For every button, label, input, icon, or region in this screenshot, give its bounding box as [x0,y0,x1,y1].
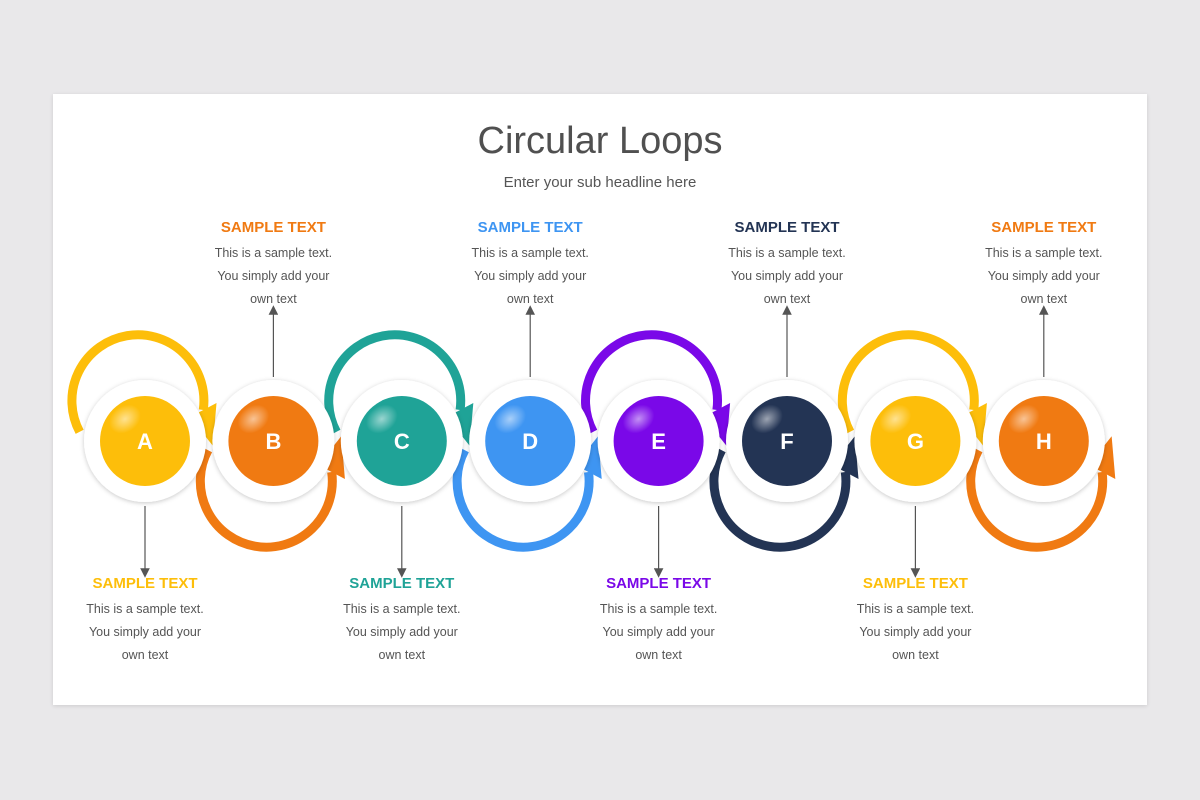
block-heading: SAMPLE TEXT [606,575,712,592]
text-block-f: SAMPLE TEXT This is a sample text. You sim… [697,219,877,311]
block-heading: SAMPLE TEXT [349,575,455,592]
body-line: own text [378,648,426,662]
text-block-a: SAMPLE TEXT This is a sample text. You sim… [55,575,235,667]
block-heading: SAMPLE TEXT [220,219,326,236]
gloss-highlight [109,404,141,434]
block-body: This is a sample text. You simply add you… [440,242,620,311]
step-letter: H [1036,429,1052,454]
body-line: This is a sample text. [343,602,461,616]
gloss-highlight [751,404,783,434]
gloss-highlight [237,404,270,434]
step-circle-g: G [854,380,977,502]
body-line: You simply add your [217,269,330,283]
gloss-highlight [622,404,655,434]
block-heading: SAMPLE TEXT [734,219,840,236]
arrow-arc [966,448,1108,552]
block-body: This is a sample text. You simply add you… [954,242,1134,311]
arrow-arc [837,330,979,434]
gloss-highlight [494,404,526,434]
body-line: You simply add your [859,625,972,639]
body-line: This is a sample text. [728,246,846,260]
arrow-arc [581,330,722,434]
block-body: This is a sample text. You simply add you… [312,598,492,667]
body-line: own text [763,292,811,306]
step-letter: B [265,429,281,454]
gloss-highlight [1008,404,1040,434]
text-block-e: SAMPLE TEXT This is a sample text. You sim… [569,575,749,667]
arrow-arc [324,330,466,434]
body-line: You simply add your [987,269,1100,283]
block-body: This is a sample text. You simply add you… [569,598,749,667]
body-line: own text [506,292,554,306]
body-line: This is a sample text. [985,246,1103,260]
block-body: This is a sample text. You simply add you… [55,598,235,667]
gloss-highlight [879,404,912,434]
body-line: You simply add your [602,625,715,639]
body-line: own text [250,292,297,306]
step-circle-e: E [597,380,720,502]
step-circle-c: C [340,380,463,502]
block-heading: SAMPLE TEXT [991,219,1097,236]
body-line: This is a sample text. [86,602,204,616]
step-circle-a: A [84,380,206,502]
arrow-arc [67,330,209,434]
arrow-arc [452,448,594,552]
step-circle-d: D [469,380,592,502]
text-block-c: SAMPLE TEXT This is a sample text. You sim… [312,575,492,667]
body-line: You simply add your [730,269,844,283]
step-circles: A B C D E F G H [84,380,1105,502]
slide-title: Circular Loops [477,120,723,162]
body-line: own text [892,648,939,662]
step-letter: D [522,429,538,454]
step-circle-f: F [726,380,848,502]
step-letter: E [651,429,666,454]
text-block-b: SAMPLE TEXT This is a sample text. You sim… [183,219,363,311]
body-line: You simply add your [474,269,587,283]
step-letter: F [780,429,793,454]
body-line: own text [1020,292,1068,306]
body-line: You simply add your [88,625,202,639]
text-block-g: SAMPLE TEXT This is a sample text. You sim… [825,575,1005,667]
block-heading: SAMPLE TEXT [862,575,968,592]
block-heading: SAMPLE TEXT [92,575,198,592]
block-body: This is a sample text. You simply add you… [697,242,877,311]
step-letter: G [907,429,924,454]
body-line: You simply add your [345,625,458,639]
slide-subtitle: Enter your sub headline here [503,174,697,191]
step-circle-h: H [982,380,1105,502]
body-line: This is a sample text. [856,602,975,616]
gloss-highlight [366,404,398,434]
step-letter: A [137,429,153,454]
body-line: own text [635,648,682,662]
body-line: own text [121,648,169,662]
block-heading: SAMPLE TEXT [477,219,583,236]
body-line: This is a sample text. [214,246,333,260]
arrow-arc [195,448,337,552]
body-line: This is a sample text. [599,602,718,616]
text-block-h: SAMPLE TEXT This is a sample text. You sim… [954,219,1134,311]
body-line: This is a sample text. [471,246,589,260]
block-body: This is a sample text. You simply add you… [825,598,1005,667]
text-block-d: SAMPLE TEXT This is a sample text. You sim… [440,219,620,311]
arrow-arc [709,448,851,552]
block-body: This is a sample text. You simply add you… [183,242,363,311]
step-circle-b: B [212,380,335,502]
step-letter: C [394,429,410,454]
